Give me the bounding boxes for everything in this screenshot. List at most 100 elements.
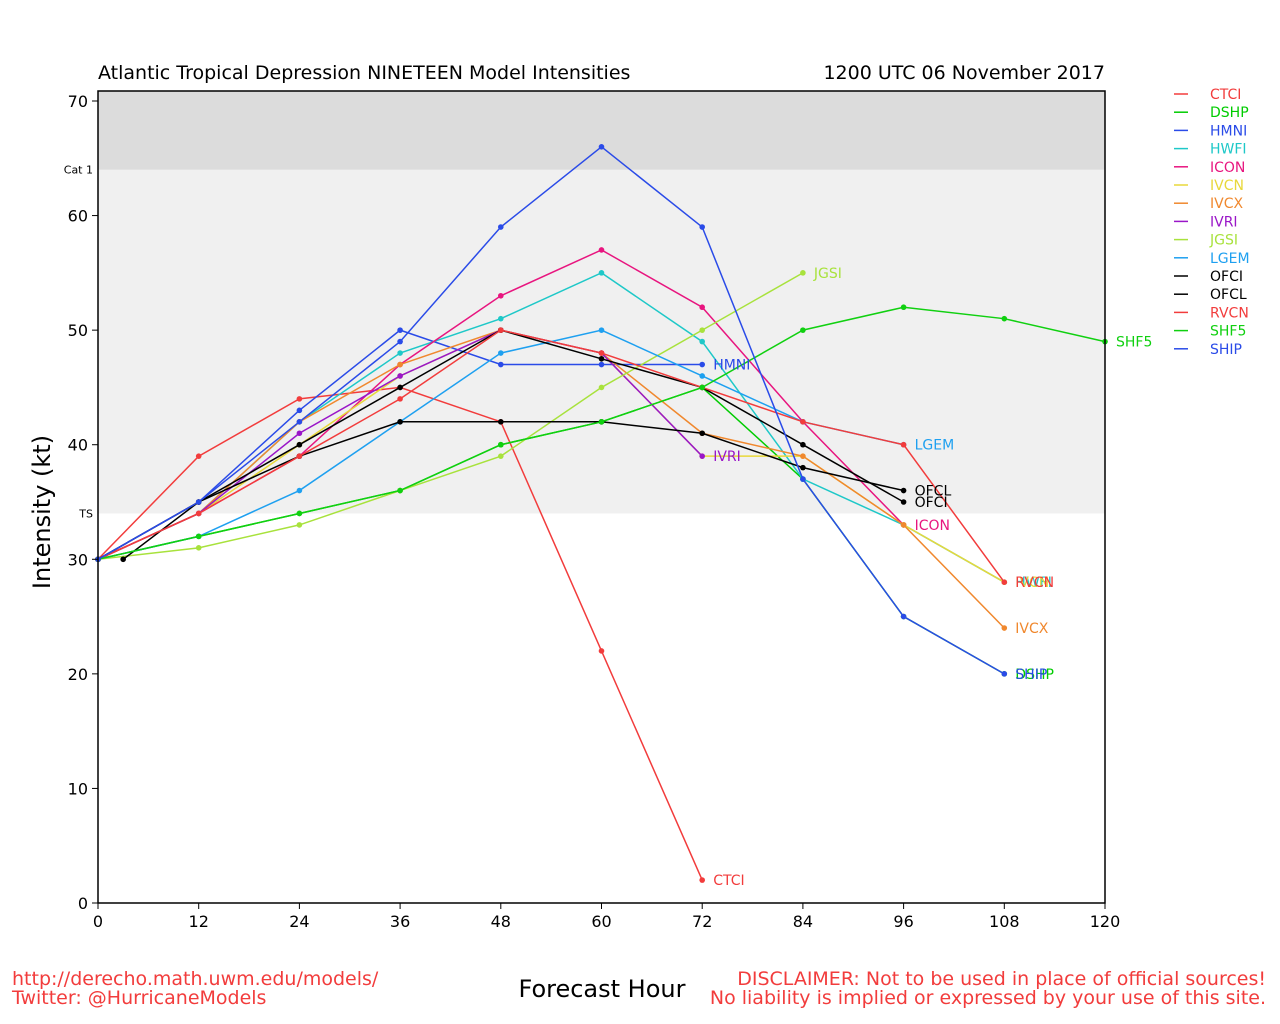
legend-label: OFCI [1210, 269, 1243, 285]
data-point-lgem [296, 487, 303, 494]
legend-label: IVCN [1210, 178, 1244, 194]
legend-item-ivcn: IVCN [1174, 178, 1244, 194]
legend-label: SHF5 [1210, 324, 1246, 340]
legend-item-dshp: DSHP [1174, 105, 1249, 121]
data-point-ofci [397, 384, 403, 391]
data-point-hwfi [699, 338, 705, 345]
data-point-icon [598, 247, 605, 253]
legend: CTCI DSHP HMNI HWFI ICON IVCN IVCX IVRI JGSI LGEM… [1174, 87, 1250, 358]
footer-disclaimer: DISCLAIMER: Not to be used in place of o… [710, 970, 1266, 1008]
data-point-ofci [800, 441, 806, 448]
legend-label: RVCN [1210, 305, 1249, 321]
end-label-shf5: SHF5 [1116, 335, 1152, 351]
legend-label: LGEM [1210, 251, 1250, 267]
data-point-rvcn [900, 441, 907, 448]
data-point-ctci [598, 648, 605, 654]
band-cat-1 [98, 91, 1105, 170]
series-shf5 [95, 304, 1108, 563]
data-point-hwfi [498, 315, 504, 322]
data-point-ctci [195, 453, 202, 459]
x-tick-label: 12 [189, 912, 209, 931]
data-point-jgsi [498, 453, 504, 459]
data-point-shf5 [800, 327, 806, 333]
data-point-icon [498, 292, 504, 299]
legend-item-ofcl: OFCL [1174, 287, 1247, 303]
data-point-shf5 [498, 441, 504, 448]
legend-label: IVCX [1210, 196, 1243, 212]
data-point-ship [397, 338, 403, 345]
data-point-hwfi [598, 270, 605, 276]
legend-label: JGSI [1209, 233, 1238, 249]
data-point-ofcl [498, 419, 504, 425]
data-point-shf5 [296, 510, 303, 517]
x-tick-label: 108 [989, 912, 1020, 931]
band-ts [98, 169, 1105, 514]
legend-label: HWFI [1210, 142, 1247, 158]
end-label-lgem: LGEM [915, 438, 955, 454]
data-point-shf5 [900, 304, 907, 311]
data-point-lgem [598, 327, 605, 333]
end-label-icon: ICON [915, 518, 950, 534]
data-point-shf5 [195, 533, 202, 540]
data-point-ivcx [1001, 625, 1008, 631]
x-tick-label: 120 [1090, 912, 1121, 931]
data-point-rvcn [195, 510, 202, 517]
x-tick-label: 72 [692, 912, 712, 931]
data-point-rvcn [800, 419, 806, 425]
data-point-ship [498, 224, 504, 230]
x-tick-label: 96 [893, 912, 913, 931]
legend-item-ivri: IVRI [1174, 214, 1238, 230]
x-tick-label: 0 [93, 912, 103, 931]
end-label-ivri: IVRI [713, 449, 741, 465]
data-point-ivri [397, 373, 403, 379]
data-point-ofci [120, 556, 126, 563]
legend-item-shf5: SHF5 [1174, 324, 1246, 340]
x-tick-label: 84 [793, 912, 813, 931]
end-label-ship: SHIP [1015, 667, 1047, 683]
end-label-dshp: DSHP [1015, 667, 1054, 683]
legend-label: OFCL [1210, 287, 1247, 303]
disclaimer-line-1: DISCLAIMER: Not to be used in place of o… [737, 968, 1266, 990]
data-point-ctci [296, 396, 303, 402]
data-point-ofcl [900, 487, 907, 494]
data-point-ofcl [397, 419, 403, 425]
data-point-hmni [699, 361, 705, 368]
end-label-rvcn: RVCN [1015, 575, 1054, 591]
legend-item-ivcx: IVCX [1174, 196, 1243, 212]
data-point-rvcn [498, 327, 504, 333]
data-point-hmni [598, 361, 605, 368]
x-tick-label: 48 [491, 912, 511, 931]
y-tick-label: 10 [68, 779, 88, 798]
legend-item-ctci: CTCI [1174, 87, 1241, 103]
data-point-ofcl [699, 430, 705, 437]
data-point-rvcn [1001, 579, 1008, 585]
data-point-rvcn [397, 396, 403, 402]
x-tick-label: 36 [390, 912, 410, 931]
footer-url[interactable]: http://derecho.math.uwm.edu/models/ [12, 968, 379, 990]
legend-item-ship: SHIP [1174, 342, 1242, 358]
end-label-ivcx: IVCX [1015, 621, 1048, 637]
x-axis-title: Forecast Hour [519, 975, 686, 1003]
legend-item-hwfi: HWFI [1174, 142, 1247, 158]
data-point-jgsi [800, 270, 806, 276]
y-tick-label: 70 [68, 92, 88, 111]
series-rvcn [95, 327, 1008, 585]
x-tick-label: 24 [289, 912, 309, 931]
y-axis-title: Intensity (kt) [28, 435, 56, 589]
data-point-ivri [699, 453, 705, 459]
data-point-hmni [397, 327, 403, 333]
data-point-ship [900, 613, 907, 620]
band-label: TS [78, 507, 93, 520]
data-point-shf5 [699, 384, 705, 391]
legend-item-rvcn: RVCN [1174, 305, 1249, 321]
data-point-ship [699, 224, 705, 230]
series-line-rvcn [97, 329, 1005, 583]
data-point-ship [195, 499, 202, 505]
x-axis: 0 12 24 36 48 60 72 84 96 108 120 [93, 903, 1120, 931]
y-tick-label: 60 [68, 207, 88, 226]
data-point-ivcx [800, 453, 806, 459]
end-label-hmni: HMNI [713, 358, 750, 374]
band-label: Cat 1 [64, 164, 93, 177]
y-tick-label: 40 [68, 436, 88, 455]
series-ship [95, 144, 1008, 677]
